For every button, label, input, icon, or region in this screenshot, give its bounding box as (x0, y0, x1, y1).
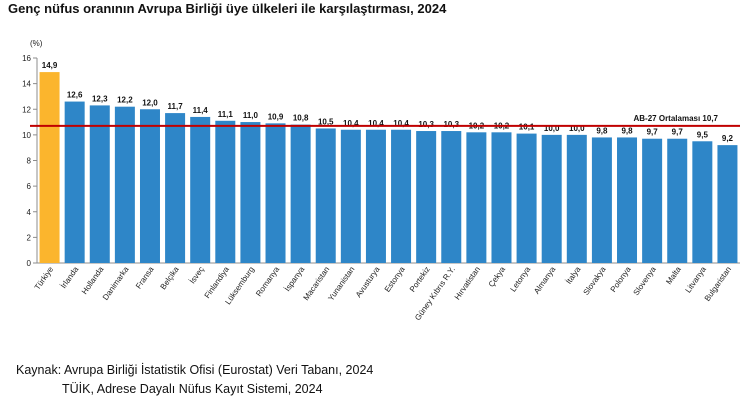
bar (114, 106, 135, 263)
y-tick-label: 0 (27, 259, 32, 268)
data-label: 10,5 (318, 117, 334, 126)
x-tick-label: Çekya (487, 265, 508, 289)
data-label: 10,0 (544, 124, 560, 133)
y-tick-label: 2 (27, 233, 32, 242)
data-label: 12,3 (92, 94, 108, 103)
data-label: 10,0 (569, 124, 585, 133)
data-label: 12,6 (67, 91, 83, 100)
bar (190, 116, 211, 263)
data-label: 10,1 (519, 123, 535, 132)
x-tick-label: Türkiye (33, 265, 56, 292)
source-line-1: Kaynak: Avrupa Birliği İstatistik Ofisi … (16, 363, 374, 377)
bar (566, 134, 587, 263)
bar (165, 113, 186, 263)
data-label: 10,3 (443, 120, 459, 129)
bar-chart: 0 2 4 6 8 10 12 14 16 (%) 14,9 Türkiye 12,6 İrlanda 1… (22, 39, 740, 322)
bar (290, 124, 311, 263)
bar (89, 105, 110, 263)
data-label: 11,4 (193, 106, 209, 115)
data-label: 10,4 (368, 119, 384, 128)
x-tick-label: Danimarka (101, 265, 131, 302)
bar (491, 132, 512, 263)
data-label: 9,8 (596, 126, 608, 135)
source-note: Kaynak: Avrupa Birliği İstatistik Ofisi … (16, 361, 373, 399)
source-line-2: TÜİK, Adrese Dayalı Nüfus Kayıt Sistemi,… (62, 382, 323, 396)
x-tick-label: Avusturya (354, 265, 382, 300)
bar (591, 137, 612, 263)
y-tick-label: 6 (27, 182, 32, 191)
data-label: 10,4 (343, 119, 359, 128)
reference-line-label: AB-27 Ortalaması 10,7 (634, 114, 719, 123)
x-tick-label: Romanya (254, 265, 281, 299)
bar (692, 141, 713, 263)
bar (466, 132, 487, 263)
data-label: 11,1 (218, 110, 234, 119)
y-tick-label: 8 (27, 157, 32, 166)
x-tick-label: İrlanda (59, 265, 81, 291)
data-label: 9,7 (672, 128, 684, 137)
x-tick-label: Litvanya (684, 265, 709, 295)
bar (416, 131, 437, 263)
y-tick-label: 10 (22, 131, 31, 140)
data-label: 11,0 (243, 111, 259, 120)
x-tick-label: Malta (664, 265, 683, 287)
data-label: 9,7 (647, 128, 659, 137)
bar (340, 129, 361, 263)
x-tick-label: Fransa (134, 265, 156, 291)
bar (240, 122, 261, 263)
x-tick-label: Hollanda (80, 265, 106, 296)
bar (215, 120, 236, 263)
x-tick-label: Polonya (609, 265, 633, 294)
x-tick-label: İspanya (283, 265, 307, 294)
bar (642, 138, 663, 263)
data-label: 9,2 (722, 134, 734, 143)
bar (617, 137, 638, 263)
bar (717, 145, 738, 263)
bar (315, 128, 336, 263)
data-label: 12,0 (142, 98, 158, 107)
x-tick-label: İsveç (188, 265, 206, 285)
bar (64, 101, 85, 263)
bar (265, 123, 286, 263)
bar (139, 109, 160, 263)
data-label: 9,5 (697, 130, 709, 139)
x-tick-label: Portekiz (408, 265, 432, 294)
x-tick-label: Letonya (509, 265, 533, 294)
bar (516, 133, 537, 263)
y-axis-label: (%) (30, 39, 43, 48)
data-label: 10,9 (268, 112, 284, 121)
x-tick-label: Belçika (159, 265, 181, 292)
data-label: 14,9 (42, 61, 58, 70)
data-label: 10,3 (418, 120, 434, 129)
x-tick-label: İtalya (564, 265, 583, 286)
data-label: 12,2 (117, 96, 133, 105)
x-tick-label: Estonya (383, 265, 407, 294)
x-tick-label: Slovenya (632, 265, 659, 298)
y-tick-label: 4 (27, 208, 32, 217)
bar (39, 72, 60, 263)
x-tick-label: Slovakya (582, 265, 608, 297)
data-label: 9,8 (621, 126, 633, 135)
bar (667, 138, 688, 263)
x-tick-label: Hırvatistan (453, 265, 482, 301)
y-tick-label: 12 (22, 105, 31, 114)
y-tick-label: 16 (22, 54, 31, 63)
bar (541, 134, 562, 263)
data-label: 10,4 (393, 119, 409, 128)
bar (441, 131, 462, 263)
x-tick-label: Almanya (532, 265, 558, 296)
bar (391, 129, 412, 263)
bar (365, 129, 386, 263)
data-label: 11,7 (168, 102, 184, 111)
y-tick-label: 14 (22, 80, 31, 89)
chart-title: Genç nüfus oranının Avrupa Birliği üye ü… (8, 1, 447, 16)
data-label: 10,8 (293, 114, 309, 123)
